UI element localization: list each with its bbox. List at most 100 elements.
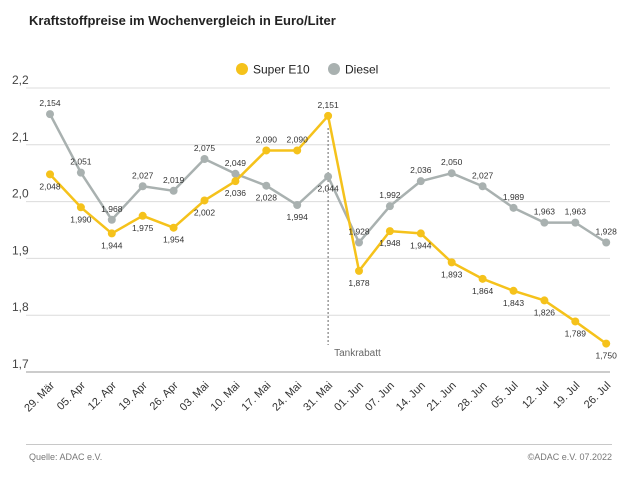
x-tick-label: 10. Mai [209, 380, 243, 414]
data-label-diesel: 1,928 [596, 226, 618, 236]
data-label-diesel: 2,050 [441, 157, 463, 167]
x-tick-label: 28. Jun [456, 380, 490, 414]
data-point-diesel [262, 181, 271, 190]
data-label-super-e10: 2,090 [287, 134, 309, 144]
data-label-diesel: 2,027 [132, 170, 154, 180]
data-label-diesel: 2,036 [410, 165, 432, 175]
data-label-super-e10: 1,944 [101, 240, 123, 250]
data-point-super-e10 [76, 203, 85, 212]
data-point-super-e10 [107, 229, 116, 238]
data-label-super-e10: 1,864 [472, 286, 494, 296]
data-point-super-e10 [46, 170, 54, 179]
x-tick-label: 07. Jun [363, 380, 397, 414]
x-tick-label: 12. Apr [86, 379, 119, 412]
data-label-diesel: 2,049 [225, 158, 247, 168]
legend-label-super-e10: Super E10 [253, 63, 310, 77]
data-point-super-e10 [478, 274, 487, 283]
data-point-super-e10 [293, 146, 302, 155]
data-point-diesel [355, 238, 363, 247]
data-label-super-e10: 1,893 [441, 269, 463, 279]
data-points [46, 110, 611, 348]
data-label-super-e10: 2,151 [317, 100, 339, 110]
grid-lines [26, 87, 610, 373]
data-label-diesel: 2,027 [472, 170, 494, 180]
data-point-super-e10 [169, 223, 178, 232]
data-label-super-e10: 1,990 [70, 214, 92, 224]
data-label-super-e10: 1,750 [596, 351, 618, 361]
x-tick-label: 29. Mär [22, 379, 57, 414]
data-point-diesel [478, 182, 487, 191]
x-tick-label: 01. Jun [332, 380, 366, 414]
footer-divider [26, 444, 612, 445]
y-tick-label: 2,2 [12, 73, 29, 87]
data-point-super-e10 [509, 286, 518, 295]
data-point-diesel [169, 186, 178, 195]
y-tick-label: 2,0 [12, 187, 29, 201]
x-tick-label: 19. Apr [117, 379, 150, 412]
annotation: Tankrabatt [327, 128, 381, 359]
data-point-diesel [200, 155, 209, 163]
data-label-diesel: 2,051 [70, 157, 92, 167]
data-label-diesel: 2,028 [256, 193, 278, 203]
copyright-note: ©ADAC e.V. 07.2022 [527, 452, 612, 462]
data-point-diesel [293, 201, 302, 210]
data-label-super-e10: 2,048 [39, 181, 61, 191]
data-label-diesel: 1,968 [101, 204, 123, 214]
data-point-diesel [76, 168, 85, 177]
data-label-super-e10: 1,826 [534, 307, 556, 317]
y-tick-label: 1,8 [12, 300, 29, 314]
x-tick-label: 24. Mai [270, 380, 304, 414]
data-point-super-e10 [416, 229, 425, 238]
data-point-super-e10 [385, 227, 394, 236]
data-point-super-e10 [447, 258, 456, 267]
legend-label-diesel: Diesel [345, 63, 378, 77]
y-tick-label: 1,9 [12, 243, 29, 257]
x-tick-label: 21. Jun [425, 380, 459, 414]
x-tick-label: 31. Mai [301, 380, 335, 414]
data-point-diesel [416, 177, 425, 186]
data-point-super-e10 [200, 196, 209, 205]
data-label-super-e10: 1,975 [132, 223, 154, 233]
data-point-diesel [540, 218, 549, 227]
x-tick-label: 19. Jul [551, 380, 582, 411]
data-label-diesel: 1,928 [348, 226, 370, 236]
data-label-super-e10: 1,843 [503, 298, 525, 308]
data-point-diesel [509, 203, 518, 212]
data-point-diesel [447, 169, 456, 178]
x-tick-label: 03. Mai [178, 380, 212, 414]
data-label-diesel: 2,044 [317, 184, 339, 194]
x-tick-label: 05. Apr [55, 379, 88, 412]
legend-marker-super-e10 [236, 63, 248, 75]
data-label-super-e10: 2,090 [256, 134, 278, 144]
data-label-super-e10: 1,878 [348, 278, 370, 288]
data-label-diesel: 1,963 [534, 207, 556, 217]
y-axis: 1,7 1,8 1,9 2,0 2,1 2,2 [12, 73, 29, 371]
data-label-super-e10: 2,036 [225, 188, 247, 198]
legend: Super E10 Diesel [236, 63, 378, 77]
data-label-diesel: 1,963 [565, 207, 587, 217]
data-point-super-e10 [262, 146, 271, 155]
data-label-super-e10: 1,948 [379, 238, 401, 248]
data-label-super-e10: 1,789 [565, 328, 587, 338]
data-label-super-e10: 1,944 [410, 240, 432, 250]
x-tick-label: 05. Jul [489, 380, 520, 411]
data-label-diesel: 2,019 [163, 175, 185, 185]
data-labels: 2,048 1,990 1,944 1,975 1,954 2,002 2,036 2,090… [39, 98, 617, 360]
data-point-super-e10 [540, 296, 549, 305]
y-tick-label: 2,1 [12, 130, 29, 144]
data-label-diesel: 1,989 [503, 192, 525, 202]
data-point-diesel [46, 110, 54, 119]
data-label-diesel: 1,992 [379, 190, 401, 200]
data-point-super-e10 [355, 266, 363, 275]
x-tick-label: 12. Jul [520, 380, 551, 411]
data-point-super-e10 [138, 211, 147, 220]
x-tick-label: 17. Mai [239, 380, 273, 414]
data-point-super-e10 [324, 111, 333, 120]
data-label-diesel: 2,154 [39, 98, 61, 108]
data-point-diesel [324, 172, 333, 181]
data-point-diesel [602, 238, 611, 247]
data-label-super-e10: 1,954 [163, 235, 185, 245]
legend-marker-diesel [328, 63, 340, 75]
source-note: Quelle: ADAC e.V. [29, 452, 103, 462]
